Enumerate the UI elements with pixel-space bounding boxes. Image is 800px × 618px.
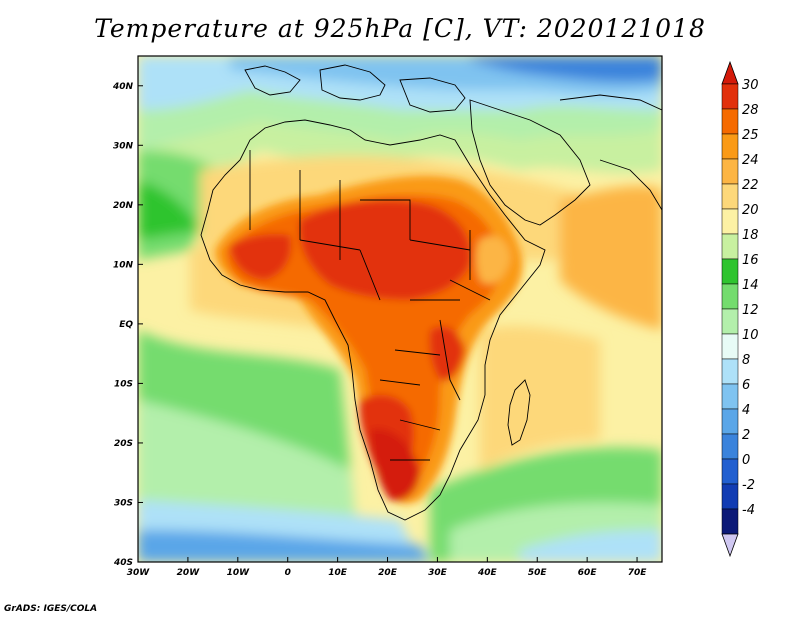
map-title: Temperature at 925hPa [C], VT: 202012101… xyxy=(94,14,706,43)
colorbar-label: 0 xyxy=(742,453,750,468)
colorbar-swatch xyxy=(721,233,739,260)
y-tick-label: 20N xyxy=(113,201,134,211)
colorbar-label: 24 xyxy=(742,153,759,168)
colorbar-label: 4 xyxy=(742,403,750,418)
colorbar-label: 6 xyxy=(742,378,750,393)
x-tick-label: 10E xyxy=(328,568,348,578)
x-tick-label: 40E xyxy=(477,568,498,578)
y-tick-label: EQ xyxy=(119,320,133,330)
colorbar-swatch xyxy=(721,458,739,485)
colorbar-swatch xyxy=(721,483,739,510)
colorbar-swatch xyxy=(721,108,739,135)
x-tick-label: 30E xyxy=(428,568,448,578)
colorbar-swatch xyxy=(721,308,739,335)
colorbar-top-arrow xyxy=(721,60,739,85)
temperature-field xyxy=(138,56,662,562)
colorbar-swatch xyxy=(721,183,739,210)
colorbar-label: 14 xyxy=(742,278,759,293)
x-tick-label: 0 xyxy=(285,568,291,578)
colorbar-label: 12 xyxy=(742,303,759,318)
y-tick-label: 40S xyxy=(113,558,133,568)
y-tick-label: 10N xyxy=(113,260,134,270)
x-tick-label: 70E xyxy=(628,568,648,578)
colorbar-label: -2 xyxy=(742,478,755,493)
axis-ticks: 30W 20W 10W 0 10E 20E 30E 40E 50E 60E 70E 40N 30N 20N… xyxy=(112,82,647,578)
y-tick-label: 20S xyxy=(114,439,133,449)
y-tick-label: 30N xyxy=(113,141,134,151)
colorbar-label: -4 xyxy=(742,503,755,518)
y-tick-label: 30S xyxy=(114,498,133,508)
colorbar-swatch xyxy=(721,158,739,185)
colorbar-swatch xyxy=(721,133,739,160)
coastline-outlines xyxy=(200,64,662,521)
colorbar-label: 20 xyxy=(742,203,759,218)
colorbar-swatch xyxy=(721,358,739,385)
colorbar-bottom-arrow xyxy=(721,533,739,558)
colorbar-swatch xyxy=(721,208,739,235)
credit-label: GrADS: IGES/COLA xyxy=(4,604,98,614)
colorbar-swatch xyxy=(721,258,739,285)
colorbar-label: 2 xyxy=(742,428,750,443)
x-tick-label: 10W xyxy=(227,568,251,578)
colorbar-label: 18 xyxy=(742,228,759,243)
x-tick-label: 30W xyxy=(127,568,151,578)
colorbar-label: 8 xyxy=(742,353,750,368)
colorbar-label: 10 xyxy=(742,328,759,343)
x-tick-label: 60E xyxy=(578,568,598,578)
colorbar-swatch xyxy=(721,508,739,535)
plot-frame xyxy=(137,55,663,563)
colorbar-swatch xyxy=(721,433,739,460)
colorbar-swatch xyxy=(721,333,739,360)
y-tick-label: 40N xyxy=(112,82,134,92)
colorbar-swatch xyxy=(721,383,739,410)
x-tick-label: 20E xyxy=(378,568,398,578)
colorbar-label: 25 xyxy=(742,128,759,143)
colorbar-label: 16 xyxy=(742,253,759,268)
x-tick-label: 20W xyxy=(177,568,201,578)
colorbar-swatch xyxy=(721,83,739,110)
x-tick-label: 50E xyxy=(528,568,548,578)
y-tick-label: 10S xyxy=(114,379,133,389)
colorbar-swatch xyxy=(721,408,739,435)
colorbar-label: 28 xyxy=(742,103,759,118)
colorbar-swatch xyxy=(721,283,739,310)
colorbar-label: 22 xyxy=(742,178,759,193)
colorbar-label: 30 xyxy=(742,78,759,93)
